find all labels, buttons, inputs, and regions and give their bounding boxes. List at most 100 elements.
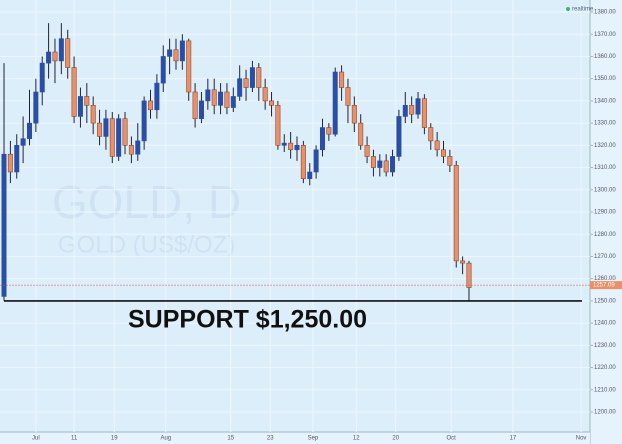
- candle-body: [300, 145, 306, 179]
- y-tick-label: 1210.00: [594, 387, 616, 393]
- candle-body: [453, 165, 459, 262]
- candle-body: [441, 149, 447, 157]
- candle-body: [58, 38, 64, 62]
- candle-body: [116, 118, 122, 157]
- candle-body: [383, 160, 389, 173]
- candle-body: [370, 156, 376, 168]
- y-tick-label: 1340.00: [594, 98, 616, 104]
- x-tick-label: Jul: [32, 436, 40, 442]
- candle-body: [313, 149, 319, 173]
- x-tick-label: 19: [111, 436, 118, 442]
- candle-body: [319, 127, 325, 151]
- x-tick-label: Sep: [308, 436, 319, 442]
- y-tick-label: 1330.00: [594, 121, 616, 127]
- candle-body: [460, 260, 466, 264]
- x-tick-label: 23: [267, 436, 274, 442]
- y-tick-label: 1380.00: [594, 10, 616, 16]
- watermark-subtitle: GOLD (US$/OZ): [58, 231, 235, 258]
- candle-body: [39, 62, 45, 93]
- candle-body: [135, 140, 141, 155]
- y-tick-label: 1250.00: [594, 298, 616, 304]
- candle-body: [345, 87, 351, 106]
- y-tick-label: 1230.00: [594, 343, 616, 349]
- candle-body: [46, 51, 52, 64]
- candle-body: [218, 91, 224, 106]
- candle-body: [466, 262, 472, 288]
- y-tick-label: 1240.00: [594, 321, 616, 327]
- candle-body: [434, 140, 440, 151]
- candle-body: [256, 67, 262, 88]
- y-tick-label: 1200.00: [594, 410, 616, 416]
- x-tick-label: 15: [227, 436, 234, 442]
- candle-body: [122, 118, 128, 146]
- candle-body: [179, 40, 185, 62]
- candle-body: [84, 96, 90, 106]
- candle-body: [294, 145, 300, 151]
- candle-body: [205, 89, 211, 102]
- candle-body: [7, 153, 13, 173]
- candle-body: [409, 105, 415, 115]
- y-tick-label: 1260.00: [594, 276, 616, 282]
- candle-body: [173, 49, 179, 62]
- candle-body: [148, 100, 154, 111]
- candle-body: [192, 91, 198, 119]
- candle-body: [396, 116, 402, 157]
- last-price-box: [590, 281, 622, 290]
- x-tick-label: Oct: [446, 436, 456, 442]
- candle-body: [167, 49, 173, 57]
- candle-body: [339, 71, 345, 88]
- candle-body: [141, 100, 147, 142]
- candle-body: [447, 156, 453, 166]
- x-tick-label: Aug: [160, 436, 171, 442]
- candle-body: [52, 51, 58, 62]
- candle-body: [90, 105, 96, 124]
- candle-body: [358, 122, 364, 146]
- candle-body: [243, 78, 249, 88]
- y-tick-label: 1270.00: [594, 254, 616, 260]
- candle-body: [275, 105, 281, 146]
- candle-body: [326, 127, 332, 135]
- candle-body: [421, 98, 427, 128]
- candle-body: [237, 78, 243, 97]
- y-tick-label: 1290.00: [594, 210, 616, 216]
- candle-body: [26, 122, 32, 139]
- candle-body: [97, 122, 103, 137]
- candle-body: [103, 118, 109, 137]
- candle-body: [224, 91, 230, 108]
- candle-body: [262, 87, 268, 102]
- y-tick-label: 1220.00: [594, 365, 616, 371]
- x-axis-panel: [0, 432, 590, 444]
- candle-body: [128, 145, 134, 155]
- x-tick-label: 17: [510, 436, 517, 442]
- candle-body: [281, 142, 287, 146]
- candle-body: [377, 160, 383, 168]
- status-label: realtime: [572, 7, 594, 13]
- candle-body: [332, 71, 338, 135]
- candle-body: [364, 145, 370, 157]
- y-tick-label: 1320.00: [594, 143, 616, 149]
- watermark-title: GOLD, D: [52, 176, 241, 228]
- candle-body: [186, 40, 192, 93]
- y-tick-label: 1370.00: [594, 32, 616, 38]
- candle-body: [249, 67, 255, 88]
- candle-body: [415, 98, 421, 115]
- candle-body: [33, 91, 39, 124]
- candle-body: [14, 145, 20, 173]
- y-tick-label: 1280.00: [594, 232, 616, 238]
- candle-body: [77, 96, 83, 117]
- support-label: SUPPORT $1,250.00: [128, 305, 367, 333]
- candle-body: [160, 56, 166, 84]
- candle-body: [154, 82, 160, 111]
- candle-body: [390, 156, 396, 173]
- y-tick-label: 1350.00: [594, 76, 616, 82]
- candle-body: [402, 105, 408, 117]
- candle-body: [109, 118, 115, 157]
- candle-body: [428, 127, 434, 142]
- y-tick-label: 1360.00: [594, 54, 616, 60]
- candle-body: [1, 153, 7, 297]
- candle-body: [198, 100, 204, 119]
- y-tick-label: 1300.00: [594, 187, 616, 193]
- y-tick-label: 1310.00: [594, 165, 616, 171]
- candle-body: [269, 100, 275, 106]
